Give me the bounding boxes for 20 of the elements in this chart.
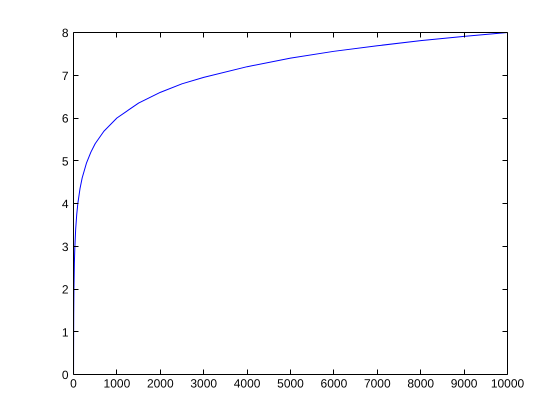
x-tick-label: 4000: [234, 376, 261, 390]
x-tick-label: 0: [70, 376, 78, 390]
y-tick-label: 7: [62, 68, 69, 83]
y-tick-label: 6: [62, 112, 69, 126]
x-tick-label: 7000: [364, 376, 391, 390]
x-tick-label: 9000: [450, 376, 478, 390]
x-tick-label: 2000: [146, 376, 174, 390]
y-tick-label: 2: [62, 282, 69, 296]
y-tick-label: 0: [62, 368, 69, 382]
x-tick-label: 1000: [104, 376, 131, 390]
y-tick-label: 3: [62, 240, 69, 254]
y-tick-label: 8: [62, 26, 69, 40]
y-tick-label: 5: [62, 154, 69, 168]
y-tick-label: 4: [62, 197, 69, 211]
x-tick-label: 6000: [320, 376, 348, 390]
x-tick-label: 5000: [277, 376, 304, 390]
x-tick-label: 3000: [190, 376, 218, 390]
x-tick-label: 10000: [490, 376, 525, 390]
y-tick-label: 1: [62, 325, 69, 340]
x-tick-label: 8000: [407, 376, 434, 390]
